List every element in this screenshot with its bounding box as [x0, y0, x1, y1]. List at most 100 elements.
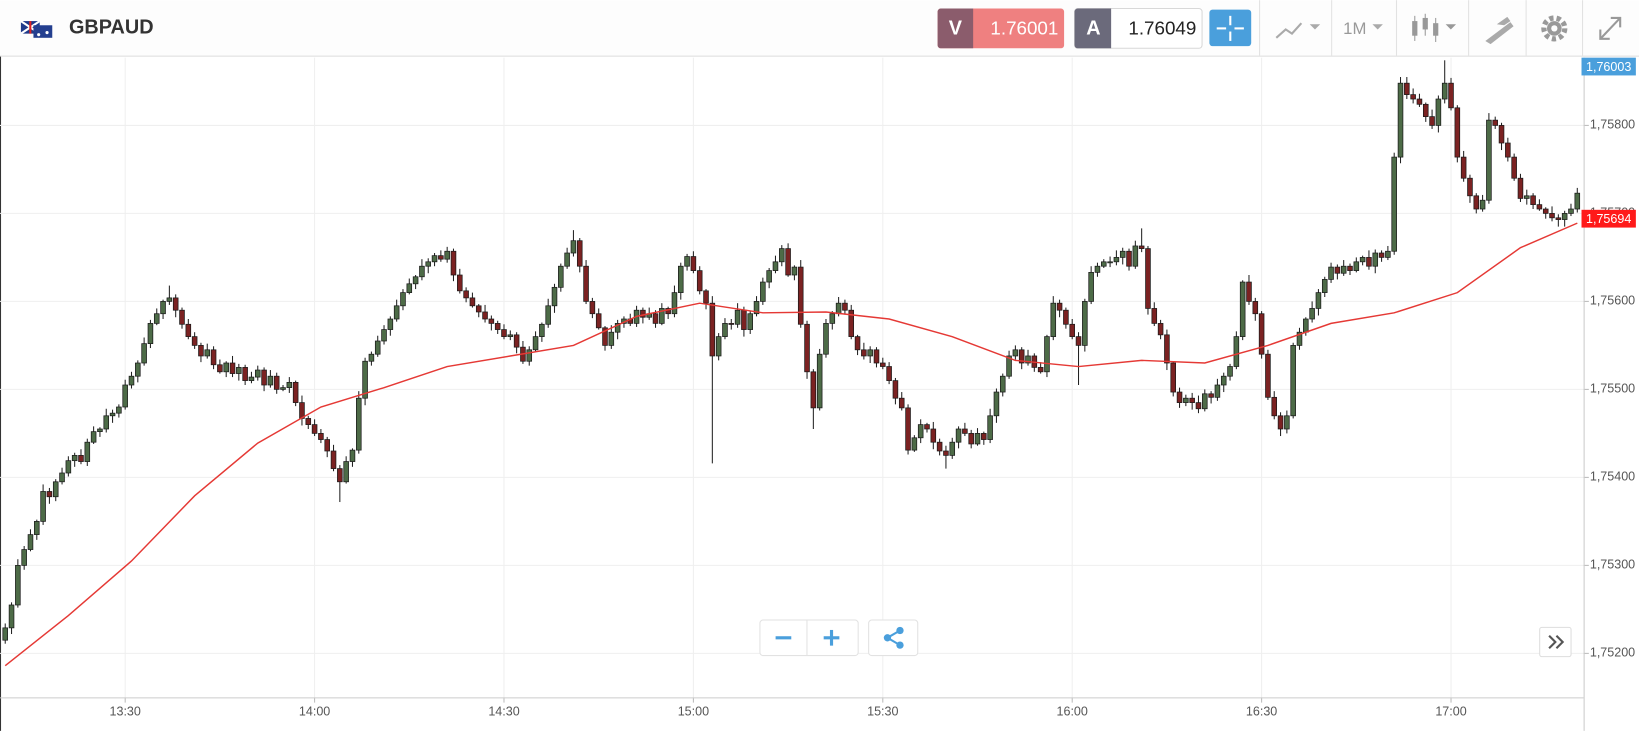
candle-body: [1404, 82, 1410, 95]
candle-body: [1227, 366, 1233, 377]
candle-body: [728, 323, 735, 325]
candle-body: [1101, 261, 1107, 267]
candle-body: [425, 261, 432, 267]
sell-button[interactable]: V 1.76001: [937, 8, 1065, 49]
x-tick-label: 16:30: [1246, 704, 1277, 718]
candle-body: [1044, 336, 1050, 373]
candle-body: [1441, 82, 1448, 100]
x-tick-label: 15:30: [867, 704, 898, 718]
y-tick-label: 1,75200: [1590, 646, 1635, 660]
candle-body: [1246, 281, 1252, 302]
candle-body: [1309, 308, 1315, 320]
candle-body: [1239, 281, 1246, 337]
candle-body: [696, 270, 703, 292]
candle-body: [1315, 292, 1322, 309]
crosshair-button[interactable]: [1209, 9, 1252, 47]
candle-body: [741, 309, 747, 330]
candle-body: [337, 468, 343, 483]
x-tick-label: 13:30: [110, 704, 141, 718]
candle-body: [678, 265, 684, 293]
candle-body: [1176, 391, 1183, 403]
interval-button[interactable]: 1M: [1343, 19, 1383, 38]
fullscreen-button[interactable]: [1599, 16, 1622, 40]
candle-body: [1145, 248, 1151, 309]
candle-body: [987, 415, 993, 440]
candle-body: [823, 323, 829, 355]
candle-body: [665, 308, 671, 315]
candle-body: [52, 481, 59, 498]
candle-body: [614, 323, 621, 333]
y-tick-label: 1,75400: [1590, 470, 1635, 484]
candle-body: [204, 349, 211, 357]
candle-body: [981, 433, 987, 440]
buy-button[interactable]: A 1.76049: [1074, 8, 1203, 49]
candle-body: [286, 381, 293, 389]
candle-body: [191, 336, 198, 346]
candle-body: [223, 362, 229, 373]
price-tag-label: 1,76003: [1586, 60, 1631, 74]
candle-body: [160, 301, 166, 315]
candle-body: [356, 397, 362, 451]
candle-body: [1113, 257, 1120, 263]
candle-body: [1012, 349, 1019, 357]
candle-body: [551, 286, 558, 307]
candle-body: [280, 387, 286, 390]
candle-body: [147, 323, 154, 345]
price-tag: [1581, 57, 1636, 76]
x-tick-label: 14:00: [299, 704, 330, 718]
candle-body: [482, 311, 488, 320]
chart-type-button[interactable]: [1275, 22, 1321, 39]
candle-body: [1063, 309, 1069, 325]
candle-body: [602, 327, 608, 346]
candle-body: [1511, 156, 1517, 179]
candle-body: [1069, 323, 1075, 337]
candle-body: [854, 336, 861, 351]
candle-body: [116, 406, 122, 414]
share-button[interactable]: [868, 619, 919, 657]
candle-body: [217, 364, 223, 373]
candle-body: [242, 367, 248, 381]
candle-body: [1397, 82, 1404, 158]
candle-body: [1530, 195, 1536, 205]
caret: [1372, 24, 1383, 30]
candle-body: [924, 424, 930, 430]
candle-body: [128, 375, 135, 386]
candle-body: [349, 449, 356, 462]
y-tick-label: 1,75300: [1590, 558, 1635, 572]
candle-body: [210, 349, 217, 366]
scroll-end-button[interactable]: [1539, 626, 1572, 658]
candle-body: [1202, 393, 1208, 410]
candle-body: [684, 256, 690, 267]
settings-button[interactable]: [1541, 15, 1568, 42]
candle-body: [690, 256, 697, 271]
candle-body: [431, 255, 438, 263]
candle-body: [1170, 362, 1176, 393]
candle-body: [1138, 245, 1145, 249]
candle-body: [318, 433, 324, 440]
sell-tag: [937, 8, 974, 49]
candle-body: [1542, 208, 1549, 214]
zoom-in-button[interactable]: [823, 629, 840, 646]
candle-body: [374, 340, 381, 355]
candle-body: [892, 380, 899, 399]
candle-body: [1561, 213, 1568, 220]
candle-body: [2, 627, 8, 641]
candle-body: [1265, 353, 1271, 398]
candle-body: [1448, 82, 1454, 109]
candle-body: [305, 418, 312, 425]
candle-body: [273, 375, 280, 390]
draw-tool-button[interactable]: [1485, 16, 1514, 45]
candle-body: [1233, 336, 1240, 367]
candle-body: [1189, 397, 1195, 403]
candle-body: [1328, 266, 1334, 280]
candle-body: [1372, 252, 1379, 267]
candle-body: [34, 521, 40, 535]
candle-body: [450, 250, 457, 276]
sell-price: 1.76001: [990, 17, 1058, 38]
candle-body: [917, 424, 924, 439]
candle-body: [185, 323, 192, 337]
candle-body: [1385, 250, 1391, 258]
candle-body: [1037, 367, 1044, 373]
candle-style-button[interactable]: [1412, 13, 1457, 42]
candle-body: [1429, 116, 1435, 126]
